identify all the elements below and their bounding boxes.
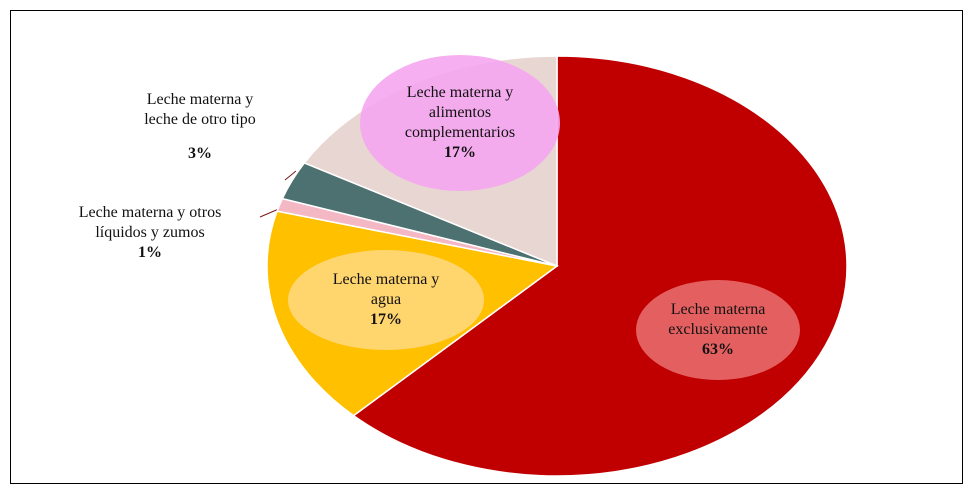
leader-line <box>284 170 297 181</box>
category-name: Leche materna y otros líquidos y zumos <box>78 204 222 241</box>
category-name: Leche materna exclusivamente <box>668 301 768 338</box>
frame <box>10 10 963 484</box>
label-bubble <box>360 55 560 191</box>
slice-label: Leche materna y alimentos complementario… <box>404 83 516 163</box>
value-label: 17% <box>444 144 476 161</box>
slice-label: Leche materna y leche de otro tipo 3% <box>134 90 266 164</box>
slice-label: Leche materna exclusivamente 63% <box>653 300 783 360</box>
value-label: 63% <box>702 341 734 358</box>
slice-label: Leche materna y agua 17% <box>330 270 442 330</box>
label-bubble <box>288 250 484 350</box>
category-name: Leche materna y alimentos complementario… <box>404 84 516 141</box>
category-name: Leche materna y leche de otro tipo <box>144 91 256 128</box>
slice-label: Leche materna y otros líquidos y zumos 1% <box>65 203 235 263</box>
category-name: Leche materna y agua <box>332 271 440 308</box>
value-label: 17% <box>370 311 402 328</box>
value-label: 1% <box>138 244 162 261</box>
label-bubble <box>636 280 800 380</box>
value-label: 3% <box>188 145 212 162</box>
